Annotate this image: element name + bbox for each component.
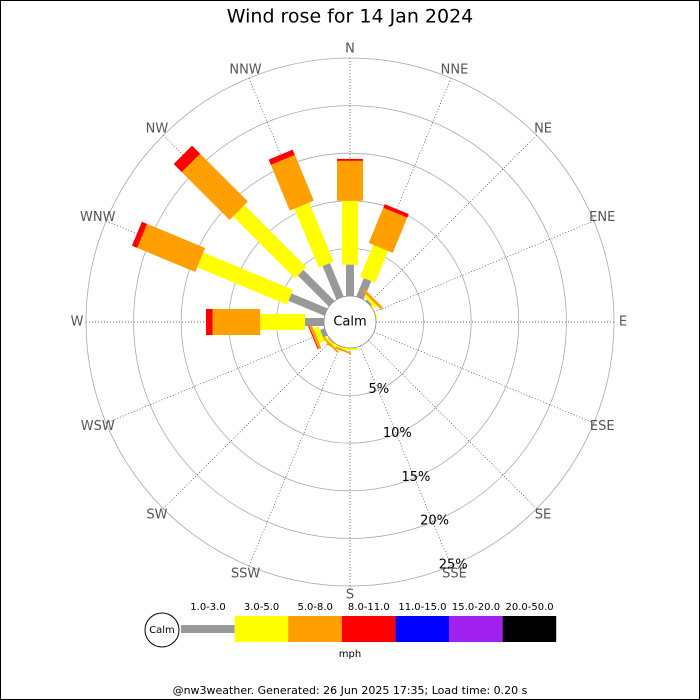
wind-bar — [313, 326, 325, 344]
chart-title: Wind rose for 14 Jan 2024 — [227, 6, 474, 28]
ring — [180, 152, 520, 492]
legend-label: 8.0-11.0 — [348, 602, 390, 613]
legend-swatch — [502, 616, 557, 642]
wind-bar — [331, 342, 348, 351]
direction-label: WNW — [80, 210, 116, 225]
wind-bar — [308, 323, 322, 350]
direction-label: NW — [146, 121, 169, 136]
wind-bar — [323, 335, 337, 349]
direction-label: N — [345, 42, 355, 57]
ring-label: 25% — [439, 558, 468, 573]
legend-swatch — [181, 625, 235, 633]
direction-label: NE — [534, 121, 552, 136]
wind-bar — [383, 204, 409, 218]
direction-label: SW — [146, 508, 167, 523]
wind-bar — [288, 293, 328, 316]
calm-circle — [323, 295, 377, 349]
direction-label: ENE — [589, 210, 615, 225]
legend-label: 1.0-3.0 — [190, 602, 225, 613]
wind-bar — [212, 309, 261, 335]
legend-label: 11.0-15.0 — [398, 602, 446, 613]
direction-label: NNW — [229, 62, 261, 77]
spoke — [373, 220, 595, 313]
legend-label: 15.0-20.0 — [452, 602, 500, 613]
direction-label: SE — [535, 508, 551, 523]
legend-swatch — [234, 616, 289, 642]
wind-bar — [205, 309, 213, 335]
direction-label: SSE — [442, 567, 467, 582]
wind-bar — [260, 314, 305, 330]
legend-swatch — [341, 616, 396, 642]
ring-label: 5% — [368, 382, 389, 397]
wind-bar — [322, 263, 344, 300]
direction-label: SSW — [231, 567, 261, 582]
wind-bar — [319, 333, 339, 353]
ring-label: 10% — [383, 426, 412, 441]
wind-bar — [294, 202, 334, 268]
wind-bar — [370, 304, 378, 320]
ring — [133, 105, 567, 539]
ring-label: 15% — [402, 470, 431, 485]
wind-bar — [320, 328, 328, 338]
wind-bar — [365, 299, 373, 307]
direction-label: S — [346, 588, 354, 603]
legend-swatch — [288, 616, 342, 642]
wind-bar — [364, 294, 378, 308]
wind-bar — [268, 149, 295, 165]
legend-calm-circle — [144, 612, 180, 648]
wind-bar — [346, 264, 354, 296]
wind-bar — [362, 289, 383, 310]
spoke — [373, 331, 595, 424]
wind-bar — [270, 154, 314, 211]
legend-label: 5.0-8.0 — [297, 602, 332, 613]
wind-bar — [356, 277, 372, 300]
spoke — [248, 345, 341, 567]
ring-label: 20% — [420, 514, 449, 529]
direction-label: WSW — [81, 419, 115, 434]
legend-swatch — [395, 616, 449, 642]
legend-unit: mph — [339, 649, 361, 660]
wind-bar — [342, 200, 358, 265]
wind-bar — [181, 153, 248, 220]
wind-bar — [328, 337, 335, 344]
wind-bar — [197, 252, 293, 305]
wind-bar — [131, 221, 148, 248]
spoke — [359, 345, 452, 567]
wind-bar — [233, 205, 307, 279]
wind-bar — [337, 160, 363, 201]
legend-label: 3.0-5.0 — [244, 602, 279, 613]
footer: @nw3weather. Generated: 26 Jun 2025 17:3… — [173, 684, 528, 697]
wind-bar — [360, 244, 389, 283]
spoke — [105, 331, 327, 424]
direction-label: E — [619, 315, 627, 330]
wind-bar — [173, 145, 201, 173]
legend-calm-label: Calm — [149, 625, 175, 636]
wind-bar — [307, 325, 319, 350]
legend-label: 20.0-50.0 — [506, 602, 554, 613]
calm-label: Calm — [333, 315, 366, 330]
spoke — [368, 340, 537, 509]
direction-label: W — [71, 315, 84, 330]
wind-bar — [368, 207, 408, 253]
spoke — [368, 135, 537, 304]
legend-swatch — [449, 616, 503, 642]
direction-label: ESE — [590, 419, 615, 434]
wind-bar — [297, 269, 335, 307]
spoke — [163, 340, 332, 509]
wind-bar — [304, 318, 324, 326]
direction-label: NNE — [441, 62, 469, 77]
wind-bar — [137, 223, 206, 272]
wind-bar — [337, 158, 363, 161]
